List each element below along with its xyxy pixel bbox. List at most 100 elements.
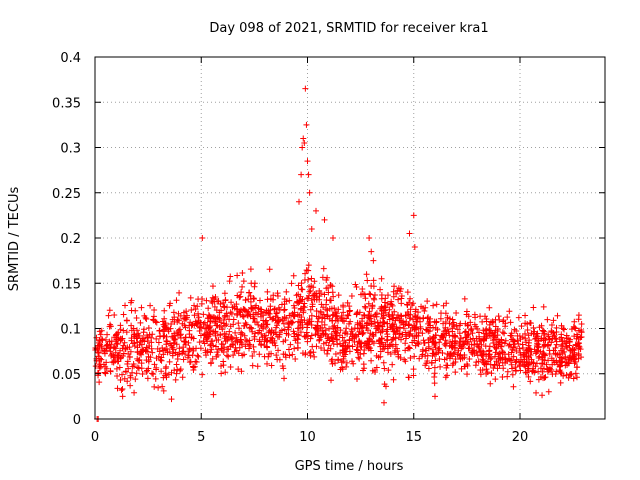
data-point	[525, 373, 532, 380]
data-point	[484, 331, 491, 338]
data-point	[366, 290, 373, 297]
data-point	[263, 317, 270, 324]
data-point	[406, 330, 413, 337]
data-point	[160, 328, 167, 335]
data-point	[305, 171, 312, 178]
data-point	[224, 304, 231, 311]
data-point	[105, 312, 112, 319]
data-point	[282, 337, 289, 344]
data-point	[360, 361, 367, 368]
data-point	[274, 333, 281, 340]
data-point	[314, 318, 321, 325]
data-point	[437, 336, 444, 343]
data-point	[508, 336, 515, 343]
data-point	[156, 333, 163, 340]
data-point	[410, 316, 417, 323]
data-point	[467, 336, 474, 343]
data-point	[137, 319, 144, 326]
data-point	[209, 299, 216, 306]
data-point	[405, 322, 412, 329]
data-point	[326, 297, 333, 304]
data-point	[157, 356, 164, 363]
data-point	[99, 337, 106, 344]
data-point	[381, 381, 388, 388]
data-point	[334, 324, 341, 331]
data-point	[361, 303, 368, 310]
data-point	[244, 338, 251, 345]
data-point	[221, 335, 228, 342]
data-point	[383, 337, 390, 344]
data-point	[245, 341, 252, 348]
data-point	[194, 320, 201, 327]
data-point	[183, 308, 190, 315]
data-point	[332, 360, 339, 367]
data-point	[463, 311, 470, 318]
data-point	[159, 318, 166, 325]
data-point	[437, 315, 444, 322]
data-point	[306, 350, 313, 357]
data-point	[208, 346, 215, 353]
data-point	[137, 338, 144, 345]
data-point	[506, 308, 513, 315]
data-point	[240, 313, 247, 320]
data-point	[501, 340, 508, 347]
data-point	[283, 288, 290, 295]
y-tick-label: 0.35	[52, 96, 81, 111]
data-point	[487, 380, 494, 387]
data-point	[128, 335, 135, 342]
data-point	[560, 325, 567, 332]
data-point	[510, 353, 517, 360]
data-point	[196, 339, 203, 346]
data-point	[285, 326, 292, 333]
data-point	[155, 353, 162, 360]
data-point	[545, 357, 552, 364]
data-point	[422, 362, 429, 369]
data-point	[350, 360, 357, 367]
data-point	[93, 334, 100, 341]
data-point	[300, 135, 307, 142]
data-point	[218, 341, 225, 348]
data-point	[301, 333, 308, 340]
data-point	[556, 336, 563, 343]
data-point	[474, 352, 481, 359]
data-point	[372, 367, 379, 374]
data-point	[259, 324, 266, 331]
data-point	[573, 374, 580, 381]
data-point	[502, 356, 509, 363]
data-point	[319, 327, 326, 334]
data-point	[486, 351, 493, 358]
data-point	[281, 296, 288, 303]
data-point	[227, 309, 234, 316]
data-point	[368, 312, 375, 319]
data-point	[210, 391, 217, 398]
data-point	[487, 333, 494, 340]
data-point	[186, 331, 193, 338]
data-point	[353, 333, 360, 340]
data-point	[195, 353, 202, 360]
data-point	[168, 321, 175, 328]
data-point	[436, 345, 443, 352]
data-point	[468, 349, 475, 356]
data-point	[153, 335, 160, 342]
data-point	[301, 317, 308, 324]
data-point	[209, 355, 216, 362]
data-point	[393, 314, 400, 321]
data-point	[475, 343, 482, 350]
data-point	[512, 367, 519, 374]
data-point	[263, 343, 270, 350]
data-point	[177, 367, 184, 374]
data-point	[378, 310, 385, 317]
data-point	[126, 353, 133, 360]
data-point	[320, 331, 327, 338]
data-point	[298, 280, 305, 287]
data-point	[113, 331, 120, 338]
data-point	[301, 139, 308, 146]
data-point	[440, 320, 447, 327]
data-point	[344, 312, 351, 319]
data-point	[104, 341, 111, 348]
data-point	[264, 296, 271, 303]
data-point	[92, 363, 99, 370]
data-point	[441, 341, 448, 348]
data-point	[224, 352, 231, 359]
data-point	[162, 346, 169, 353]
